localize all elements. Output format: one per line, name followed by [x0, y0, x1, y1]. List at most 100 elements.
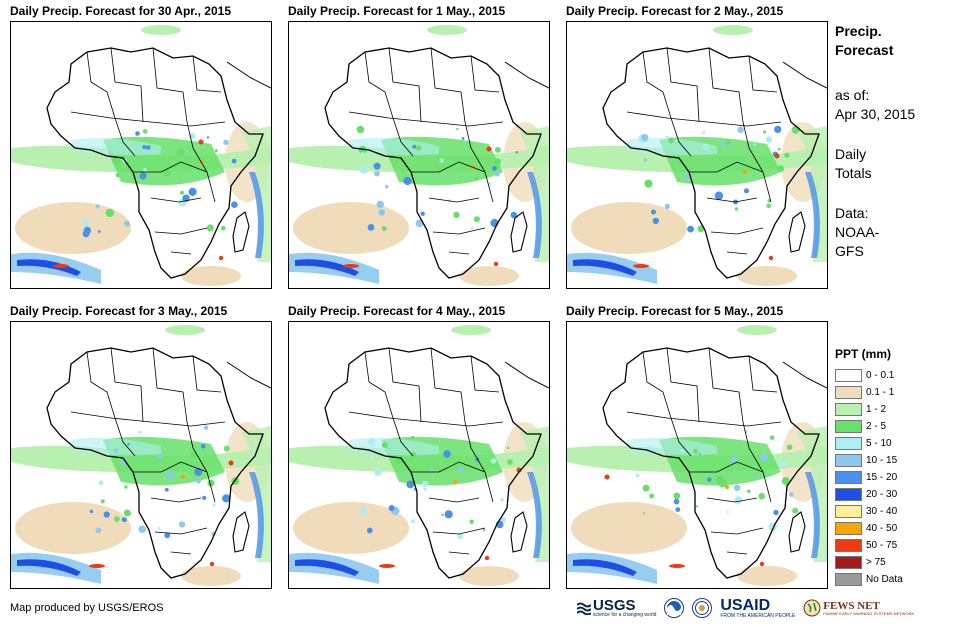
- legend-swatch: [835, 539, 862, 552]
- rain-cell: [124, 220, 130, 227]
- usgs-logo: USGS science for a changing world: [577, 598, 656, 618]
- legend-label: 50 - 75: [866, 540, 898, 551]
- country-border: [86, 51, 116, 119]
- usaid-text: USAID: [720, 596, 771, 614]
- storm-core: [573, 259, 637, 276]
- sidebar-info: Precip. Forecast as of: Apr 30, 2015 Dai…: [835, 22, 965, 261]
- rain-cell: [469, 519, 474, 525]
- forecast-panel-3: Daily Precip. Forecast for 2 May., 2015: [566, 4, 828, 289]
- country-border: [642, 51, 672, 119]
- forecast-panel-5: Daily Precip. Forecast for 4 May., 2015: [288, 304, 550, 589]
- country-border: [670, 417, 692, 457]
- legend-swatch: [835, 488, 862, 501]
- rain-cell: [366, 527, 373, 534]
- country-border: [186, 121, 208, 173]
- totals-line2: Totals: [835, 165, 872, 181]
- legend-item: 0.1 - 1: [835, 384, 963, 401]
- rain-cell: [792, 507, 799, 514]
- country-border: [464, 421, 486, 473]
- country-border: [708, 47, 744, 123]
- country-border: [110, 47, 144, 123]
- country-border: [86, 351, 116, 419]
- legend-swatch: [835, 522, 862, 535]
- rain-cell: [121, 517, 127, 523]
- legend-swatch: [835, 573, 862, 586]
- rain-cell: [453, 211, 460, 219]
- country-border: [152, 347, 188, 423]
- country-border: [762, 471, 772, 503]
- totals-line1: Daily: [835, 146, 867, 162]
- rain-cell: [373, 162, 381, 170]
- country-border: [742, 121, 764, 173]
- rain-cell: [108, 152, 112, 156]
- country-border: [154, 527, 208, 535]
- legend-swatch: [835, 505, 862, 518]
- country-border: [388, 47, 422, 123]
- country-border: [448, 551, 470, 555]
- rain-cell: [734, 207, 739, 211]
- country-border: [742, 421, 764, 473]
- rain-cell: [188, 187, 197, 196]
- rain-cell: [164, 532, 171, 539]
- rain-cell: [381, 442, 388, 449]
- rain-cell: [89, 509, 94, 514]
- country-border: [392, 117, 414, 157]
- rain-cell: [203, 425, 209, 430]
- rain-cell: [733, 484, 741, 491]
- rain-cell: [164, 487, 169, 492]
- rain-cell: [725, 140, 731, 145]
- panel-title: Daily Precip. Forecast for 5 May., 2015: [566, 304, 784, 318]
- rain-cell: [388, 505, 395, 511]
- arabia-outline: [226, 361, 271, 389]
- rain-cell: [416, 145, 422, 151]
- rain-cell: [763, 130, 767, 134]
- forecast-panel-2: Daily Precip. Forecast for 1 May., 2015: [288, 4, 550, 289]
- storm-core: [89, 564, 105, 568]
- rain-cell: [123, 509, 131, 517]
- rain-cell: [697, 225, 705, 233]
- legend-item: 5 - 10: [835, 435, 963, 452]
- rain-cell: [412, 144, 417, 149]
- rain-cell: [139, 172, 147, 180]
- country-border: [642, 351, 672, 419]
- rain-cell: [222, 494, 231, 503]
- sidebar-heading-line1: Precip.: [835, 23, 882, 39]
- rain-cell: [127, 443, 130, 446]
- legend-item: 15 - 20: [835, 469, 963, 486]
- rain-cell: [179, 521, 186, 528]
- rain-cell: [138, 430, 142, 434]
- country-border: [430, 347, 466, 423]
- rain-cell: [231, 158, 237, 164]
- rain-cell: [142, 145, 147, 150]
- rain-cell: [176, 148, 185, 157]
- rain-cell: [494, 171, 500, 177]
- country-border: [411, 461, 486, 473]
- rain-cell: [473, 216, 480, 223]
- legend-item: 10 - 15: [835, 452, 963, 469]
- rain-cell: [146, 145, 151, 150]
- country-border: [464, 121, 486, 173]
- rain-band: [805, 172, 820, 258]
- country-border: [428, 197, 480, 203]
- rain-cell: [385, 185, 389, 189]
- dry-area: [293, 202, 409, 254]
- rain-cell: [675, 507, 681, 512]
- storm-core: [53, 264, 69, 268]
- rain-cell: [702, 130, 706, 135]
- legend-label: 0 - 0.1: [866, 370, 895, 381]
- rain-cell: [737, 126, 744, 134]
- rain-cell: [665, 135, 670, 140]
- rain-cell: [82, 219, 90, 228]
- country-border: [206, 471, 216, 503]
- rain-cell: [649, 493, 655, 499]
- rain-cell: [444, 510, 453, 519]
- panel-title: Daily Precip. Forecast for 2 May., 2015: [566, 4, 784, 18]
- rain-cell: [786, 444, 793, 450]
- country-border: [411, 161, 486, 173]
- rain-cell: [443, 450, 451, 458]
- rain-cell: [223, 139, 229, 145]
- rain-cell: [461, 137, 465, 140]
- country-border: [154, 227, 208, 235]
- rain-cell: [410, 452, 417, 458]
- rain-cell: [135, 131, 140, 136]
